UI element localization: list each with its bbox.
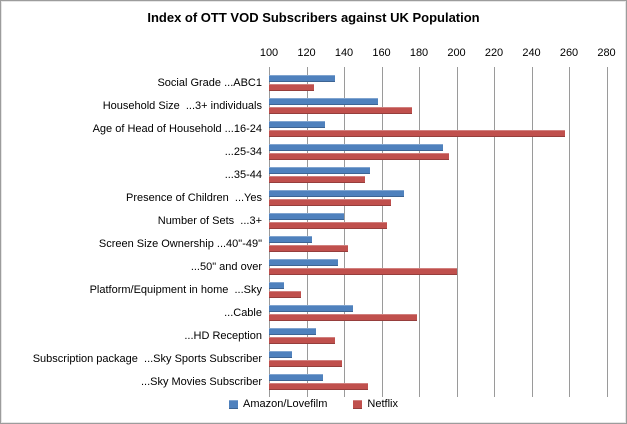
- category-label: Number of Sets ...3+: [157, 214, 262, 227]
- bar-netflix: [269, 360, 343, 367]
- bar-netflix: [269, 383, 369, 390]
- x-axis-tick-label: 220: [484, 47, 504, 59]
- gridline: [569, 67, 570, 397]
- x-axis-tick-label: 240: [522, 47, 541, 59]
- gridline: [419, 67, 420, 397]
- x-axis-tick-label: 180: [409, 47, 429, 59]
- x-axis-tick-label: 140: [334, 47, 354, 59]
- x-axis-tick-label: 100: [259, 47, 279, 59]
- bar-amazon-lovefilm: [269, 167, 371, 174]
- category-label: ...HD Reception: [184, 329, 262, 342]
- category-label: Social Grade ...ABC1: [157, 76, 262, 89]
- legend-swatch-amazon-icon: [229, 399, 239, 409]
- legend-label-netflix: Netflix: [367, 398, 398, 410]
- bar-amazon-lovefilm: [269, 144, 444, 151]
- category-label: Subscription package ...Sky Sports Subsc…: [32, 352, 262, 365]
- bar-amazon-lovefilm: [269, 328, 316, 335]
- bar-netflix: [269, 222, 388, 229]
- bar-netflix: [269, 199, 391, 206]
- bar-netflix: [269, 153, 449, 160]
- category-label: ...50" and over: [190, 260, 262, 273]
- category-label: ...Cable: [224, 306, 262, 319]
- gridline: [269, 67, 270, 397]
- legend-label-amazon: Amazon/Lovefilm: [243, 398, 328, 410]
- legend-swatch-netflix-icon: [353, 399, 363, 409]
- bar-amazon-lovefilm: [269, 351, 292, 358]
- x-axis-tick-label: 260: [559, 47, 579, 59]
- bar-netflix: [269, 130, 566, 137]
- gridline: [344, 67, 345, 397]
- bar-netflix: [269, 291, 301, 298]
- legend: Amazon/Lovefilm Netflix: [1, 398, 626, 410]
- gridline: [306, 67, 308, 397]
- bar-amazon-lovefilm: [269, 282, 284, 289]
- category-label: ...Sky Movies Subscriber: [140, 375, 262, 388]
- gridline: [531, 67, 533, 397]
- category-label: Household Size ...3+ individuals: [102, 99, 262, 112]
- gridline: [494, 67, 495, 397]
- x-axis-tick-label: 120: [297, 47, 316, 59]
- bar-netflix: [269, 176, 365, 183]
- category-label: Screen Size Ownership ...40"-49": [98, 237, 262, 250]
- bar-amazon-lovefilm: [269, 121, 326, 128]
- gridline: [381, 67, 383, 397]
- x-axis-tick-label: 280: [597, 47, 616, 59]
- x-axis-tick-label: 160: [372, 47, 391, 59]
- bar-amazon-lovefilm: [269, 305, 354, 312]
- bar-amazon-lovefilm: [269, 236, 313, 243]
- bar-amazon-lovefilm: [269, 75, 335, 82]
- category-label: Platform/Equipment in home ...Sky: [89, 283, 262, 296]
- category-label: ...35-44: [224, 168, 262, 181]
- gridline: [606, 67, 608, 397]
- bar-netflix: [269, 245, 348, 252]
- category-label: Presence of Children ...Yes: [126, 191, 262, 204]
- bar-amazon-lovefilm: [269, 190, 404, 197]
- bar-netflix: [269, 268, 457, 275]
- legend-item-netflix: Netflix: [353, 398, 398, 410]
- legend-item-amazon: Amazon/Lovefilm: [229, 398, 327, 410]
- chart-title: Index of OTT VOD Subscribers against UK …: [147, 10, 480, 25]
- x-axis-tick-label: 200: [447, 47, 466, 59]
- bar-netflix: [269, 84, 314, 91]
- bar-amazon-lovefilm: [269, 98, 378, 105]
- gridline: [456, 67, 458, 397]
- bar-netflix: [269, 337, 335, 344]
- bar-netflix: [269, 314, 418, 321]
- bar-amazon-lovefilm: [269, 259, 339, 266]
- bar-netflix: [269, 107, 412, 114]
- bar-amazon-lovefilm: [269, 374, 324, 381]
- category-label: ...25-34: [224, 145, 262, 158]
- bar-amazon-lovefilm: [269, 213, 344, 220]
- category-label: Age of Head of Household ...16-24: [92, 122, 262, 135]
